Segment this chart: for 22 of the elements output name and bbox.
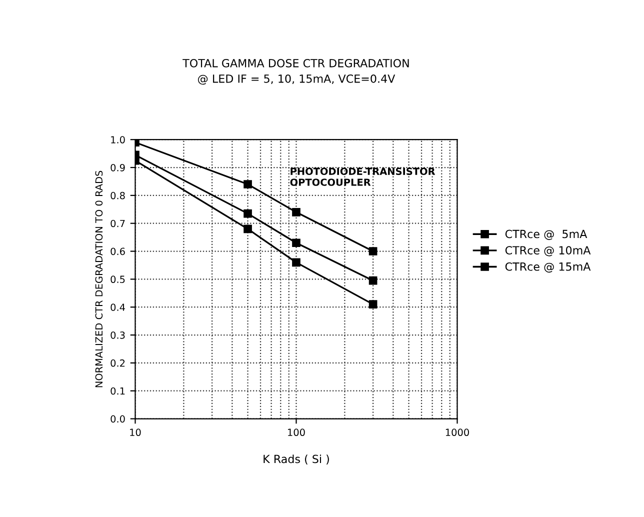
x-tick-label: 1000 — [446, 428, 469, 436]
y-tick-label: 1.0 — [111, 136, 125, 144]
y-tick-label: 0.4 — [110, 304, 125, 311]
y-tick-label: 0.9 — [110, 164, 125, 172]
legend-label: CTRce @ 5mA — [505, 230, 588, 240]
annotation: PHOTODIODE-TRANSISTOR OPTOCOUPLER — [290, 168, 436, 186]
legend-label: CTRce @ 15mA — [505, 262, 591, 273]
chart-title: TOTAL GAMMA DOSE CTR DEGRADATION — [182, 58, 409, 68]
x-axis-title: K Rads ( Si ) — [264, 454, 329, 464]
y-tick-label: 0.8 — [110, 192, 125, 200]
x-tick-label: 10 — [130, 428, 141, 436]
y-tick-label: 0.6 — [110, 248, 125, 256]
y-tick-label: 0.7 — [110, 220, 125, 228]
x-tick-label: 100 — [288, 428, 305, 436]
legend-label: CTRce @ 10mA — [505, 246, 591, 256]
y-tick-label: 0.3 — [110, 331, 125, 339]
y-tick-label: 0.0 — [110, 415, 125, 423]
chart-subtitle: @ LED IF = 5, 10, 15mA, VCE=0.4V — [198, 74, 396, 85]
y-tick-label: 0.2 — [110, 359, 125, 367]
y-tick-label: 0.5 — [110, 276, 125, 284]
y-tick-label: 0.1 — [110, 387, 125, 395]
y-axis-title: NORMALIZED CTR DEGRADATION TO 0 RADS — [95, 170, 103, 388]
